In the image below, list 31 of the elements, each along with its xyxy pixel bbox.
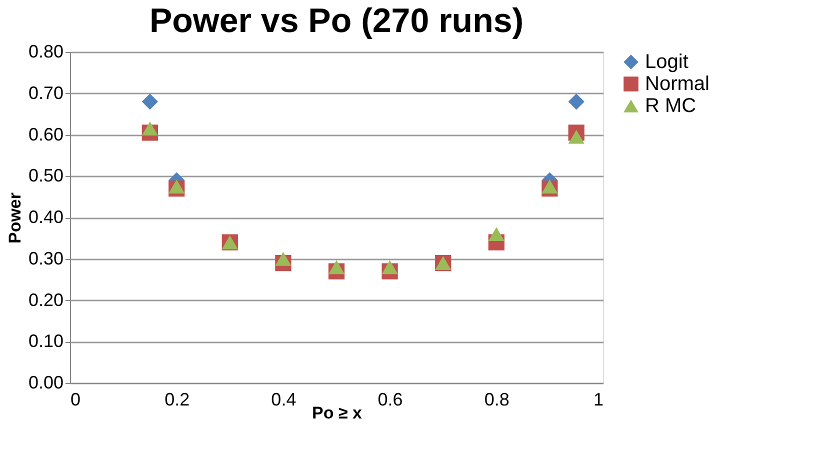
y-tick-label: 0.20: [28, 290, 64, 310]
y-tick-label: 0.30: [28, 248, 64, 268]
y-axis-title: Power: [5, 192, 24, 244]
point: [328, 260, 345, 274]
legend-label: R MC: [645, 95, 696, 117]
x-axis-title: Po ≥ x: [312, 404, 363, 422]
legend-label: Logit: [645, 51, 689, 73]
x-tick-label: 0.8: [484, 390, 510, 410]
y-tick-label: 0.40: [28, 207, 64, 227]
point: [382, 260, 398, 274]
y-tick-label: 0.80: [28, 42, 64, 62]
y-tick-label: 0.70: [28, 82, 64, 103]
point: [488, 227, 504, 242]
x-tick-label: 1: [593, 390, 604, 410]
point: [168, 179, 185, 194]
point: [568, 94, 584, 110]
point: [542, 179, 558, 194]
x-tick-label: 0.4: [271, 390, 296, 410]
x-tick-label: 0: [70, 390, 81, 410]
x-tick-label: 0.2: [164, 390, 190, 410]
y-tick-label: 0.60: [28, 124, 64, 144]
legend-label: Normal: [645, 73, 710, 95]
point: [275, 252, 292, 266]
point: [142, 122, 158, 136]
y-tick-label: 0.50: [28, 166, 64, 186]
x-tick-label: 0.6: [378, 390, 403, 410]
chart-title: Power vs Po (270 runs): [149, 2, 524, 40]
point: [142, 94, 158, 110]
y-tick-label: 0.00: [28, 372, 64, 392]
point: [568, 130, 584, 144]
y-tick-label: 0.10: [28, 331, 64, 352]
